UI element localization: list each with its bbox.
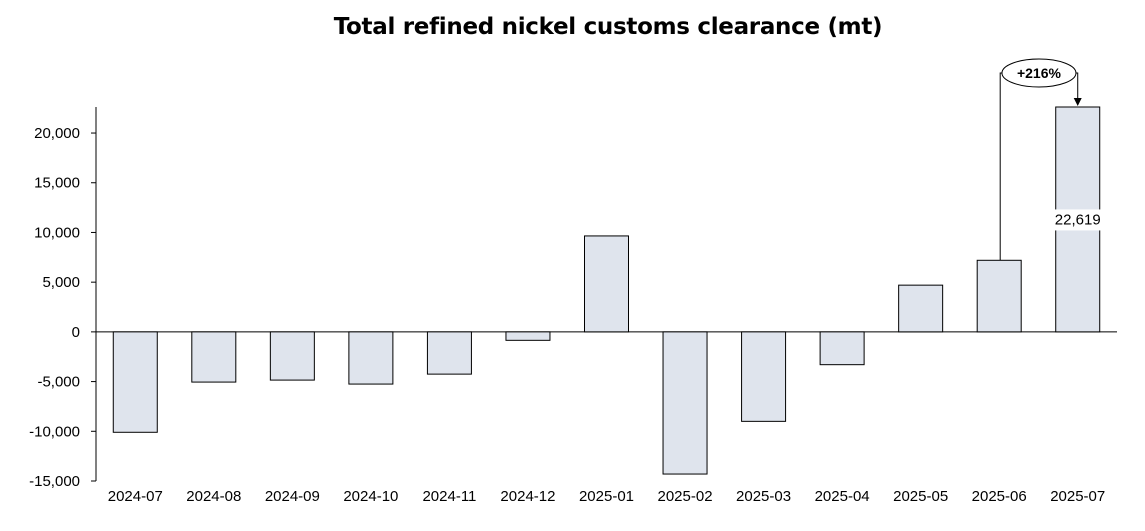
y-tick-label: 15,000 xyxy=(34,175,80,192)
x-tick-label: 2024-09 xyxy=(265,488,320,505)
bar-2024-09 xyxy=(269,331,315,381)
bar-2025-03 xyxy=(741,331,787,422)
annotation-label: +216% xyxy=(1017,65,1062,81)
bar-2025-04 xyxy=(819,331,865,366)
y-tick-label: -10,000 xyxy=(29,423,80,440)
bar-2025-06 xyxy=(976,259,1022,333)
y-tick-label: -15,000 xyxy=(29,473,80,490)
x-tick-label: 2024-07 xyxy=(108,488,163,505)
bar-2024-11 xyxy=(426,331,472,375)
bar-2025-02 xyxy=(662,331,708,475)
bar-2024-12 xyxy=(505,331,551,341)
x-tick-label: 2024-08 xyxy=(186,488,241,505)
x-tick-label: 2024-12 xyxy=(500,488,555,505)
chart-title: Total refined nickel customs clearance (… xyxy=(333,14,883,40)
annotation-ellipse xyxy=(1001,58,1077,88)
x-tick-label: 2025-02 xyxy=(658,488,713,505)
y-tick-label: -5,000 xyxy=(37,374,80,391)
x-tick-label: 2025-05 xyxy=(893,488,948,505)
bar-2025-05 xyxy=(898,284,944,333)
x-tick-label: 2025-04 xyxy=(815,488,870,505)
data-label: 22,619 xyxy=(1055,211,1101,228)
x-tick-label: 2025-01 xyxy=(579,488,634,505)
x-tick-label: 2025-06 xyxy=(972,488,1027,505)
y-tick-label: 0 xyxy=(72,324,80,341)
y-tick-label: 20,000 xyxy=(34,125,80,142)
labels: 2024-07 2024-08 2024-09 2024-10 2024-11 2024-… xyxy=(108,209,1107,505)
x-tick-label: 2024-10 xyxy=(343,488,398,505)
y-tick-label: 5,000 xyxy=(42,274,80,291)
growth-annotation: +216% xyxy=(999,58,1082,261)
x-tick-label: 2025-07 xyxy=(1050,488,1105,505)
y-tick-label: 10,000 xyxy=(34,224,80,241)
x-tick-label: 2024-11 xyxy=(422,488,476,505)
data-label-bg xyxy=(1048,209,1107,231)
bar-2024-07 xyxy=(112,331,158,433)
axes: -15,000 -10,000 -5,000 0 5,000 10,000 15,000 20… xyxy=(29,107,1117,490)
bar-2024-08 xyxy=(191,331,237,383)
bar-2024-10 xyxy=(348,331,394,385)
annotation-arrowhead xyxy=(1073,98,1082,106)
bars xyxy=(112,106,1101,475)
x-tick-label: 2025-03 xyxy=(736,488,791,505)
bar-2025-01 xyxy=(584,235,629,333)
